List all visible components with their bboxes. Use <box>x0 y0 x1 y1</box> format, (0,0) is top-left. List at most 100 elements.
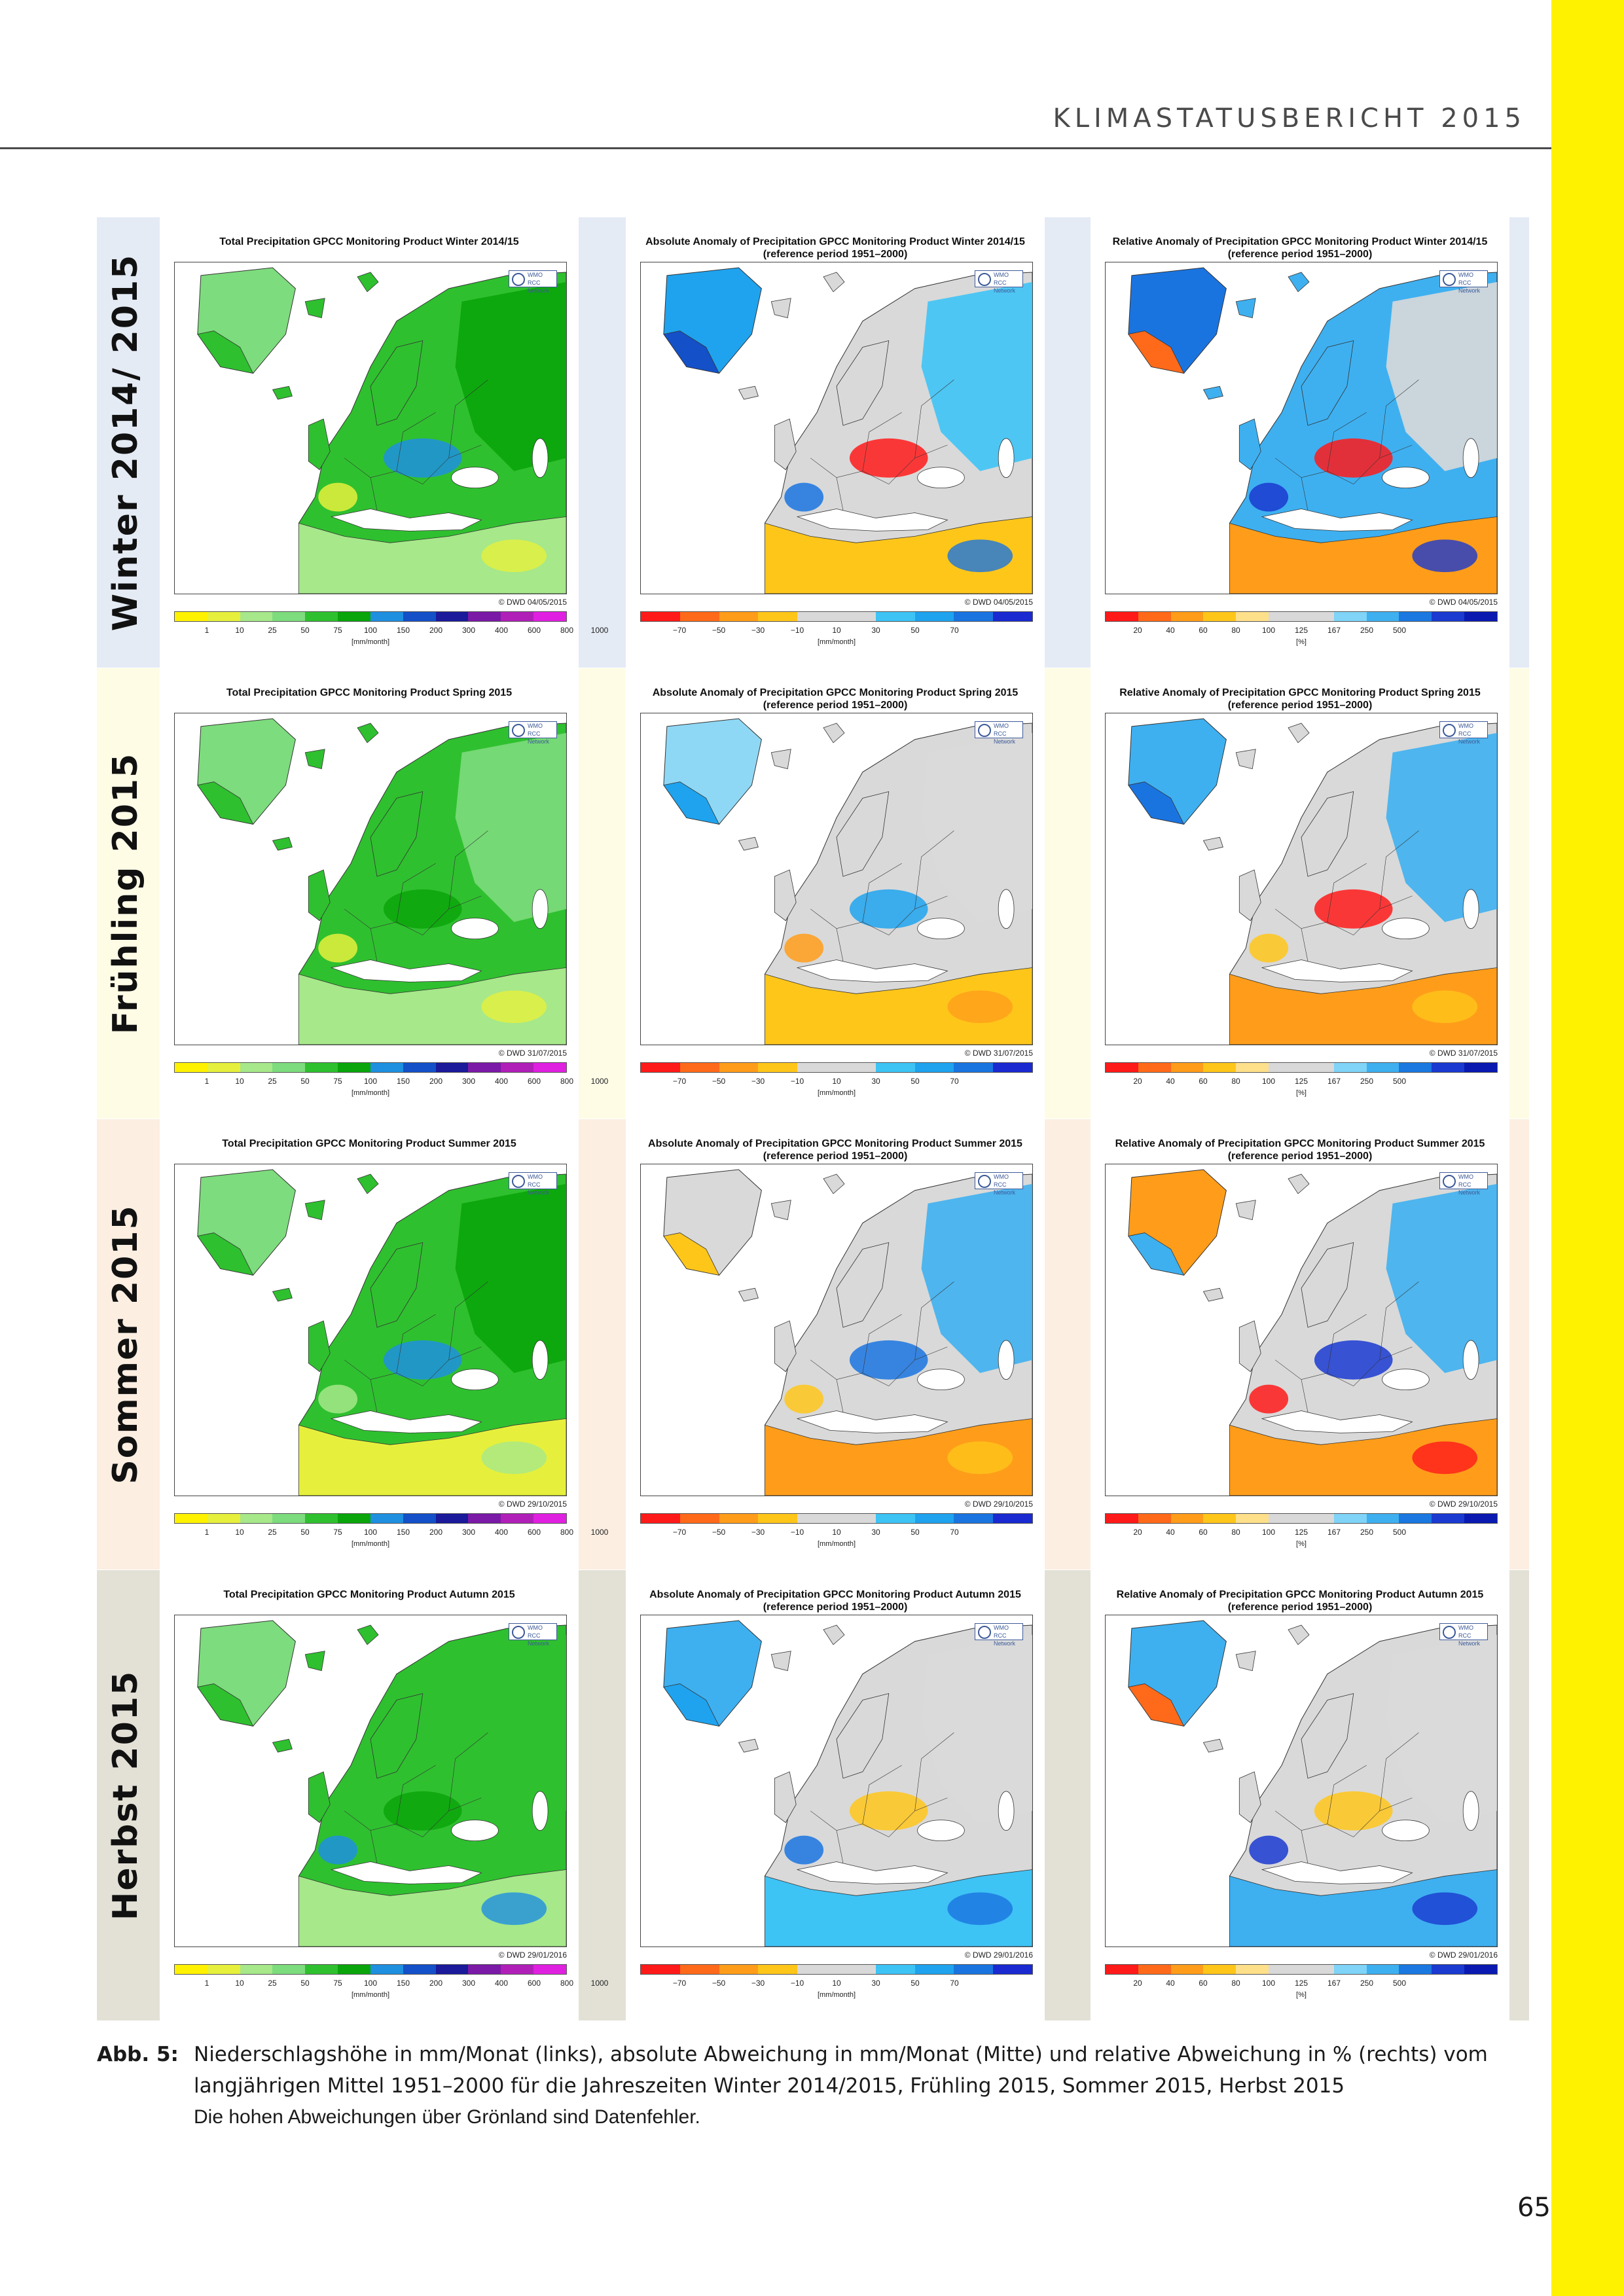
color-scale-bar <box>174 1513 567 1524</box>
country-border <box>810 457 889 484</box>
season-gap <box>154 1119 160 1570</box>
color-scale-swatch <box>370 1063 403 1072</box>
iceland-region <box>1202 836 1223 851</box>
color-scale-tick-label: −70 <box>672 1528 687 1537</box>
eastern-region <box>455 1634 566 1824</box>
map-subtitle-line: (reference period 1951–2000) <box>763 249 908 260</box>
color-scale-swatch <box>719 1063 759 1072</box>
mediterranean-sea <box>330 960 482 982</box>
color-scale-swatch <box>1366 612 1399 621</box>
color-scale-tick-label: 20 <box>1133 1077 1142 1086</box>
color-scale-tick-label: 1000 <box>590 1077 609 1086</box>
logo-text: RCC Network <box>1458 1181 1481 1196</box>
wmo-logo: WMO RCC Network <box>975 1623 1023 1647</box>
svalbard-region <box>1288 272 1310 293</box>
caspian-sea <box>1462 889 1479 929</box>
color-scale-swatch <box>207 1965 240 1974</box>
color-scale-swatch <box>836 1514 876 1523</box>
iceland-region <box>738 836 759 851</box>
color-scale-swatch <box>875 1063 915 1072</box>
color-scale-swatch <box>797 1965 837 1974</box>
country-border <box>1379 831 1419 909</box>
color-scale-tick-label: 125 <box>1294 626 1308 635</box>
color-scale-swatch <box>370 1514 403 1523</box>
color-scale-swatch <box>501 1063 534 1072</box>
color-scale-swatch <box>1333 612 1367 621</box>
color-scale-tick-label: 500 <box>1392 626 1407 635</box>
country-border <box>448 380 488 458</box>
anomaly-patch <box>318 482 358 512</box>
color-scale-tick-label: −30 <box>751 626 765 635</box>
black-sea <box>1382 467 1430 489</box>
globe-icon <box>1443 1175 1456 1188</box>
color-scale-tick-label: −30 <box>751 1077 765 1086</box>
eastern-region <box>1386 1634 1497 1824</box>
map-subtitle-line: (reference period 1951–2000) <box>763 1602 908 1613</box>
color-scale-tick-label: 1 <box>204 1979 209 1988</box>
color-scale-tick-label: 10 <box>235 1979 244 1988</box>
color-scale-swatch <box>1366 1965 1399 1974</box>
color-scale-tick-label: 40 <box>1166 1077 1175 1086</box>
british-isles-region <box>308 1771 331 1823</box>
scandinavia-region <box>1301 791 1354 877</box>
season-band: Winter 2014/ 2015 <box>97 217 154 668</box>
color-scale-tick-label: 150 <box>396 1077 410 1086</box>
svalbard-region <box>357 723 379 744</box>
anomaly-patch <box>849 1791 928 1831</box>
color-scale-swatch <box>1236 1063 1269 1072</box>
country-border <box>1327 1314 1367 1373</box>
color-scale-swatch <box>435 612 469 621</box>
color-scale-swatch <box>338 1965 370 1974</box>
color-scale-tick-label: 50 <box>911 1528 920 1537</box>
logo-text: WMO <box>1458 272 1473 278</box>
color-scale-swatch <box>758 1063 798 1072</box>
color-scale-swatch <box>403 612 436 621</box>
southern-region <box>764 967 1032 1045</box>
color-scale-swatch <box>993 1063 1032 1072</box>
logo-text: RCC Network <box>528 1632 550 1647</box>
southern-region <box>1229 1418 1497 1496</box>
color-scale-swatch <box>679 1063 719 1072</box>
color-scale-swatch <box>797 612 837 621</box>
color-scale-tick-label: 80 <box>1231 1528 1240 1537</box>
black-sea <box>451 1820 499 1842</box>
anomaly-patch <box>383 1791 462 1831</box>
scandinavia-region <box>370 791 424 877</box>
mediterranean-sea <box>796 1410 948 1433</box>
color-scale-tick-label: 125 <box>1294 1979 1308 1988</box>
eastern-region <box>1386 1183 1497 1373</box>
anomaly-patch <box>849 889 928 929</box>
color-scale-tick-label: 500 <box>1392 1528 1407 1537</box>
color-scale-swatch <box>641 1965 680 1974</box>
color-scale-tick-label: 75 <box>333 1528 342 1537</box>
color-scale-ticks: 20 40 60 80 100 125 167 250 500 <box>1105 1528 1498 1538</box>
season-label: Herbst 2015 <box>106 1670 145 1921</box>
color-scale-swatch <box>468 1514 501 1523</box>
color-scale-tick-label: 70 <box>950 1077 959 1086</box>
season-gap <box>1045 1119 1091 1570</box>
color-scale-swatch <box>679 1965 719 1974</box>
caspian-sea <box>532 889 549 929</box>
british-isles-region <box>774 869 797 922</box>
color-scale-tick-label: 100 <box>1261 626 1276 635</box>
color-scale-bar <box>640 1062 1033 1073</box>
anomaly-patch <box>383 438 462 478</box>
color-scale-unit: [mm/month] <box>817 638 856 646</box>
caspian-sea <box>532 1791 549 1831</box>
map-title-line: Absolute Anomaly of Precipitation GPCC M… <box>648 1138 1022 1149</box>
europe-map-svg <box>175 1615 566 1946</box>
caspian-sea <box>998 1340 1015 1380</box>
mediterranean-sea <box>796 960 948 982</box>
color-scale-swatch <box>1301 1063 1334 1072</box>
color-scale-swatch <box>1269 612 1301 621</box>
color-scale-swatch <box>954 612 994 621</box>
color-scale-swatch <box>272 1514 306 1523</box>
map-credit: © DWD 04/05/2015 <box>1429 598 1498 607</box>
black-sea <box>917 1369 965 1391</box>
color-scale-swatch <box>836 1063 876 1072</box>
color-scale-tick-label: 50 <box>300 1979 310 1988</box>
country-border <box>862 1765 902 1824</box>
map-title: Total Precipitation GPCC Monitoring Prod… <box>160 1588 579 1601</box>
color-scale-swatch <box>719 612 759 621</box>
anomaly-patch <box>1314 438 1393 478</box>
